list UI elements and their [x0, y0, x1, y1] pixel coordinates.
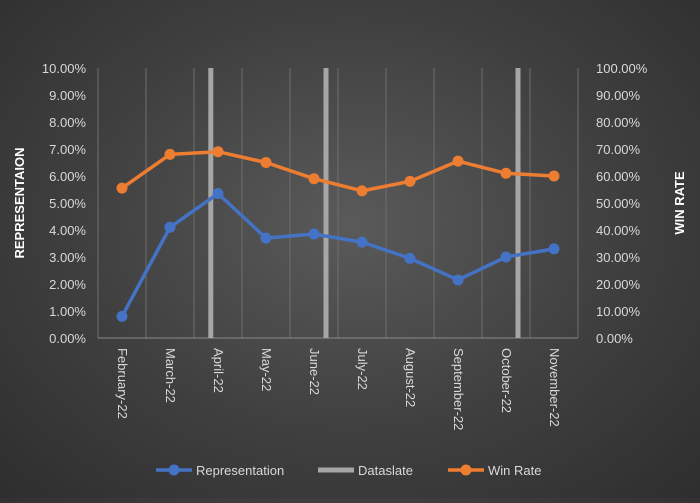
data-point — [116, 182, 128, 194]
data-point — [260, 157, 272, 168]
x-tick-label: November-22 — [547, 348, 562, 427]
data-point — [356, 185, 368, 197]
y-right-tick-label: 0.00% — [596, 331, 633, 346]
data-point — [164, 148, 176, 160]
x-tick-label: April-22 — [211, 348, 226, 393]
y-right-tick-label: 90.00% — [596, 88, 641, 103]
data-point — [500, 167, 512, 179]
data-point — [548, 243, 560, 255]
y-left-tick-label: 9.00% — [49, 88, 86, 103]
data-point — [212, 188, 224, 200]
y-right-axis-title: WIN RATE — [672, 171, 687, 235]
y-left-tick-label: 7.00% — [49, 142, 86, 157]
y-left-tick-label: 0.00% — [49, 331, 86, 346]
data-point — [260, 232, 272, 244]
data-point — [548, 170, 560, 182]
y-right-tick-label: 70.00% — [596, 142, 641, 157]
data-point — [164, 221, 176, 233]
x-tick-label: February-22 — [115, 348, 130, 419]
x-tick-label: May-22 — [259, 348, 274, 391]
x-tick-label: October-22 — [499, 348, 514, 413]
data-point — [212, 146, 224, 158]
x-tick-label: September-22 — [451, 348, 466, 430]
data-point — [404, 175, 416, 187]
y-right-tick-label: 100.00% — [596, 61, 648, 76]
y-left-tick-label: 10.00% — [42, 61, 87, 76]
data-point — [404, 252, 416, 264]
series-line — [120, 149, 555, 193]
data-point — [452, 274, 464, 286]
legend-marker — [168, 464, 180, 476]
y-right-tick-label: 30.00% — [596, 250, 641, 265]
y-left-tick-label: 8.00% — [49, 115, 86, 130]
y-left-tick-label: 1.00% — [49, 304, 86, 319]
y-left-tick-label: 3.00% — [49, 250, 86, 265]
y-left-tick-label: 4.00% — [49, 223, 86, 238]
y-right-tick-label: 60.00% — [596, 169, 641, 184]
y-left-axis-title: REPRESENTAION — [12, 148, 27, 259]
y-right-tick-label: 40.00% — [596, 223, 641, 238]
series-line — [120, 191, 555, 318]
x-tick-label: August-22 — [403, 348, 418, 407]
data-point — [500, 251, 512, 263]
y-right-tick-label: 80.00% — [596, 115, 641, 130]
legend-label: Win Rate — [488, 463, 541, 478]
legend-label: Dataslate — [358, 463, 413, 478]
legend-marker — [460, 464, 472, 476]
y-left-tick-label: 2.00% — [49, 277, 86, 292]
x-tick-label: March-22 — [163, 348, 178, 403]
data-point — [308, 228, 320, 240]
y-left-tick-label: 6.00% — [49, 169, 86, 184]
data-point — [116, 310, 128, 322]
data-point — [356, 236, 368, 248]
x-tick-label: July-22 — [355, 348, 370, 390]
data-point — [308, 173, 320, 185]
y-right-tick-label: 20.00% — [596, 277, 641, 292]
y-left-tick-label: 5.00% — [49, 196, 86, 211]
data-point — [452, 155, 464, 167]
legend-label: Representation — [196, 463, 284, 478]
y-right-tick-label: 50.00% — [596, 196, 641, 211]
x-tick-label: June-22 — [307, 348, 322, 395]
y-right-tick-label: 10.00% — [596, 304, 641, 319]
